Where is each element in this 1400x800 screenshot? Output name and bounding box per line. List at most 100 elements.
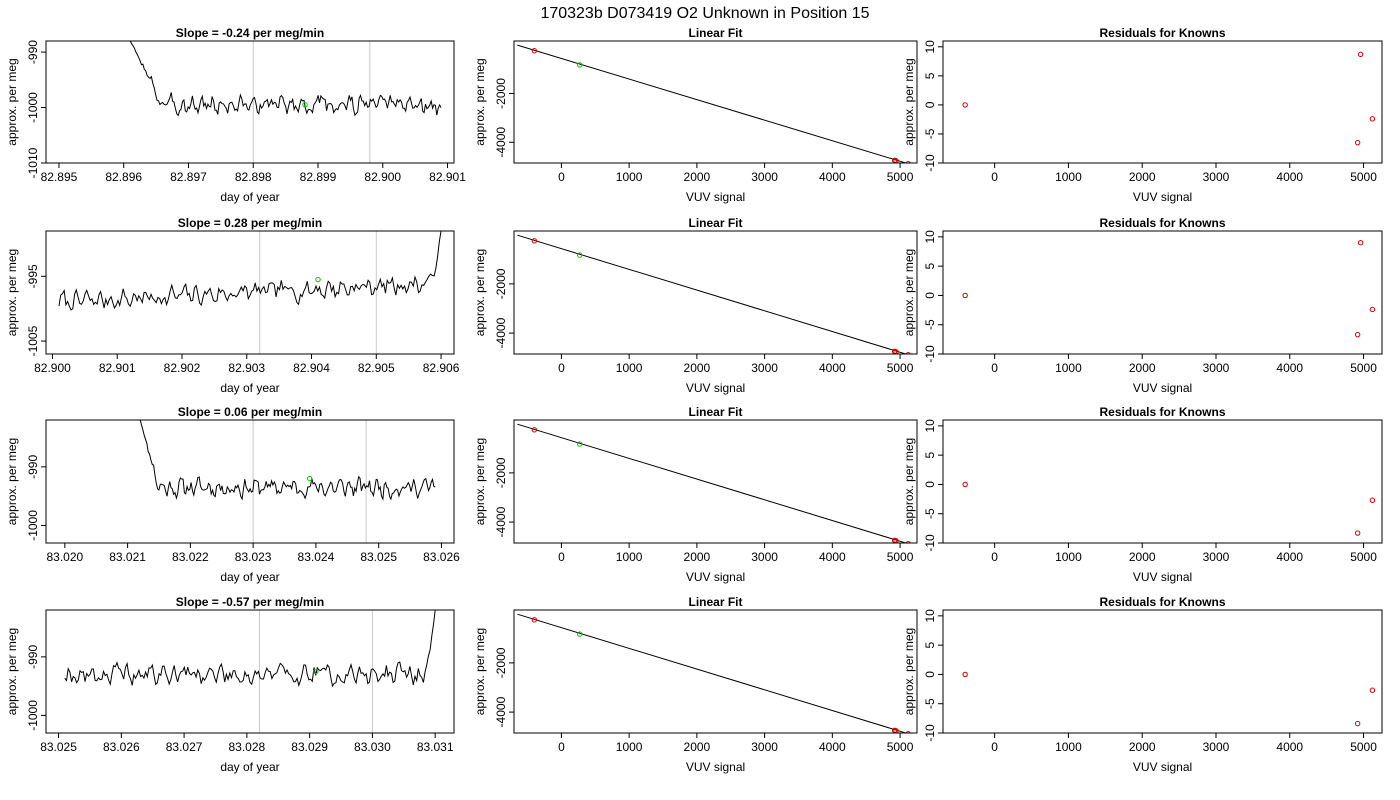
plot-frame bbox=[513, 230, 918, 355]
y-tick-label: -5 bbox=[923, 698, 937, 709]
linear-fit-panel-4: Linear Fit 0 1000 2000 3000 4000 5000 -4000 -200… bbox=[473, 595, 918, 774]
x-tick-label: 83.030 bbox=[354, 740, 391, 754]
x-tick-label: 3000 bbox=[751, 550, 778, 564]
x-tick-label: 5000 bbox=[1350, 170, 1377, 184]
y-axis-label: approx. per meg bbox=[902, 58, 916, 145]
x-tick-label: 82.905 bbox=[358, 361, 395, 375]
x-tick-label: 83.029 bbox=[291, 740, 328, 754]
panel-title: Linear Fit bbox=[688, 405, 742, 419]
y-tick-label: -10 bbox=[923, 345, 937, 363]
x-tick-label: 0 bbox=[558, 740, 565, 754]
linear-fit-panel-2: Linear Fit 0 1000 2000 3000 4000 5000 -4000 -200… bbox=[473, 216, 918, 395]
residual-point bbox=[1354, 720, 1361, 727]
x-tick-label: 3000 bbox=[751, 170, 778, 184]
y-axis-label: approx. per meg bbox=[902, 438, 916, 525]
y-tick-label: -1000 bbox=[26, 700, 40, 731]
x-tick-label: 3000 bbox=[751, 740, 778, 754]
x-tick-label: 1000 bbox=[1055, 550, 1082, 564]
x-tick-label: 83.031 bbox=[417, 740, 454, 754]
y-tick-label: -990 bbox=[26, 455, 40, 479]
x-tick-label: 4000 bbox=[1276, 361, 1303, 375]
plot-frame bbox=[513, 419, 918, 544]
x-tick-label: 3000 bbox=[751, 361, 778, 375]
y-tick-label: 0 bbox=[923, 292, 937, 299]
residuals-panel-1: Residuals for Knowns 0 1000 2000 3000 4000 500… bbox=[902, 26, 1383, 204]
y-tick-label: -2000 bbox=[494, 647, 508, 678]
residual-point bbox=[1357, 240, 1364, 246]
y-tick-label: -5 bbox=[923, 128, 937, 139]
y-axis-label: approx. per meg bbox=[473, 438, 487, 525]
x-tick-label: 1000 bbox=[616, 740, 643, 754]
x-tick-label: 3000 bbox=[1203, 740, 1230, 754]
x-tick-label: 3000 bbox=[1203, 170, 1230, 184]
residual-point bbox=[1369, 497, 1376, 503]
residual-point bbox=[1369, 116, 1376, 122]
x-tick-label: 83.024 bbox=[298, 550, 335, 564]
panel-title: Linear Fit bbox=[688, 216, 742, 230]
timeseries-panel-2: Slope = 0.28 per meg/min 82.900 82.901 82.9… bbox=[5, 216, 460, 395]
known-point bbox=[531, 238, 538, 244]
residual-point bbox=[1354, 530, 1361, 536]
residual-point bbox=[962, 481, 968, 488]
signal-trace bbox=[64, 610, 436, 688]
signal-trace bbox=[139, 420, 436, 501]
x-tick-label: 82.899 bbox=[300, 170, 337, 184]
plot-area bbox=[962, 240, 1376, 338]
signal-trace bbox=[129, 41, 442, 117]
y-tick-label: -4000 bbox=[494, 696, 508, 727]
y-tick-label: 10 bbox=[923, 230, 937, 244]
residual-point bbox=[1369, 687, 1376, 693]
x-axis-label: day of year bbox=[220, 190, 279, 204]
x-axis-label: VUV signal bbox=[686, 381, 745, 395]
timeseries-panel-4: Slope = -0.57 per meg/min 83.025 83.026 83.… bbox=[5, 595, 455, 774]
plot-frame bbox=[45, 609, 455, 734]
x-axis-label: VUV signal bbox=[1133, 190, 1192, 204]
x-tick-label: 4000 bbox=[819, 361, 846, 375]
panel-title: Residuals for Knowns bbox=[1099, 595, 1225, 609]
plot-area bbox=[517, 423, 911, 543]
x-tick-label: 2000 bbox=[1129, 170, 1156, 184]
x-tick-label: 82.901 bbox=[429, 170, 466, 184]
x-tick-label: 83.022 bbox=[172, 550, 209, 564]
y-tick-label: -1000 bbox=[26, 510, 40, 541]
known-point bbox=[905, 161, 911, 163]
y-tick-label: -990 bbox=[26, 645, 40, 669]
y-tick-label: -2000 bbox=[494, 268, 508, 299]
fit-line bbox=[517, 613, 908, 733]
unknown-point bbox=[576, 441, 583, 447]
known-point bbox=[531, 427, 538, 433]
x-axis-label: VUV signal bbox=[686, 570, 745, 584]
x-tick-label: 1000 bbox=[616, 361, 643, 375]
residual-point bbox=[1354, 139, 1361, 146]
plot-frame bbox=[942, 609, 1383, 734]
panel-title: Slope = 0.28 per meg/min bbox=[178, 216, 322, 230]
unknown-marker bbox=[313, 668, 319, 675]
plot-area bbox=[64, 610, 436, 733]
y-axis-label: approx. per meg bbox=[902, 249, 916, 336]
x-tick-label: 5000 bbox=[1350, 740, 1377, 754]
x-tick-label: 82.895 bbox=[41, 170, 78, 184]
x-tick-label: 5000 bbox=[1350, 550, 1377, 564]
y-axis-label: approx. per meg bbox=[5, 628, 19, 715]
x-axis-label: day of year bbox=[220, 381, 279, 395]
y-tick-label: -10 bbox=[923, 724, 937, 742]
x-tick-label: 5000 bbox=[887, 740, 914, 754]
x-tick-label: 82.903 bbox=[228, 361, 265, 375]
x-tick-label: 0 bbox=[991, 550, 998, 564]
plot-area bbox=[962, 671, 1376, 727]
plot-frame bbox=[513, 609, 918, 734]
x-tick-label: 1000 bbox=[616, 550, 643, 564]
unknown-marker bbox=[306, 475, 313, 482]
x-tick-label: 5000 bbox=[887, 361, 914, 375]
y-tick-label: -1010 bbox=[26, 147, 40, 178]
residual-point bbox=[1369, 306, 1376, 313]
x-tick-label: 1000 bbox=[616, 170, 643, 184]
plot-area bbox=[962, 481, 1376, 536]
x-tick-label: 83.026 bbox=[423, 550, 460, 564]
plot-area bbox=[139, 420, 436, 543]
y-tick-label: 5 bbox=[923, 451, 937, 458]
x-tick-label: 2000 bbox=[684, 361, 711, 375]
residuals-panel-3: Residuals for Knowns 0 1000 2000 3000 4000 500… bbox=[902, 405, 1383, 584]
unknown-marker bbox=[315, 276, 321, 283]
